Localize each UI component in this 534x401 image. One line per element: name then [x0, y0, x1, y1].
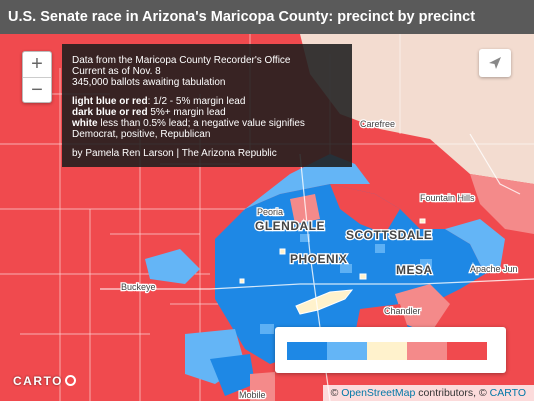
legend-swatch-2 [367, 342, 407, 360]
color-legend [275, 327, 506, 373]
carto-logo[interactable]: CARTO [13, 374, 76, 388]
attribution-prefix: © [330, 387, 342, 399]
map-attribution: © OpenStreetMap contributors, © CARTO [322, 385, 534, 401]
democrat-light-region-north [245, 154, 370, 209]
carto-ring-icon [64, 375, 76, 386]
attribution-carto-link[interactable]: CARTO [489, 387, 526, 399]
place-label-peoria: Peoria [257, 207, 283, 217]
navigation-arrow-icon [489, 57, 501, 69]
place-label-chandler: Chandler [384, 306, 421, 316]
carto-logo-text: CARTO [13, 374, 63, 388]
info-source: Data from the Maricopa County Recorder's… [72, 55, 291, 66]
zoom-in-button[interactable]: + [23, 52, 51, 78]
light-red-pocket-mesa [395, 284, 450, 334]
legend-swatch-4 [447, 342, 487, 360]
zoom-control: + − [22, 51, 52, 103]
info-credit: by Pamela Ren Larson | The Arizona Repub… [72, 148, 277, 159]
unpopulated-area [300, 34, 534, 184]
legend-swatch-3 [407, 342, 447, 360]
place-label-glendale: GLENDALE [255, 219, 325, 233]
place-label-phoenix: PHOENIX [290, 252, 348, 266]
info-spacer [72, 88, 342, 96]
info-date: Current as of Nov. 8 [72, 66, 161, 77]
locate-button[interactable] [479, 49, 511, 77]
light-red-south-strip [250, 372, 275, 401]
legend-swatch-0 [287, 342, 327, 360]
info-key-white-term: white [72, 118, 98, 129]
light-red-region [470, 174, 534, 234]
democrat-strong-south-patch [210, 354, 255, 396]
democrat-light-west-patch [145, 249, 200, 284]
place-label-mesa: MESA [396, 263, 433, 277]
info-key-light: light blue or red: 1/2 - 5% margin lead [72, 96, 342, 107]
democrat-light-region-east [445, 219, 505, 274]
place-label-mobile: Mobile [239, 390, 266, 400]
info-key-dark-term: dark blue or red [72, 107, 148, 118]
info-key-dark: dark blue or red 5%+ margin lead [72, 107, 342, 118]
info-key-white-desc: less than 0.5% lead; a negative value si… [97, 118, 305, 129]
page-title: U.S. Senate race in Arizona's Maricopa C… [0, 0, 534, 34]
info-ballots: 345,000 ballots awaiting tabulation [72, 77, 226, 88]
tossup-precincts [239, 218, 426, 315]
democrat-light-speckle [260, 234, 432, 334]
place-label-buckeye: Buckeye [121, 282, 156, 292]
info-key-dark-desc: 5%+ margin lead [147, 107, 226, 118]
republican-pocket-scottsdale [330, 184, 400, 234]
info-key-white: white less than 0.5% lead; a negative va… [72, 118, 342, 129]
place-label-carefree: Carefree [360, 119, 395, 129]
legend-swatch-1 [327, 342, 367, 360]
info-box: Data from the Maricopa County Recorder's… [62, 44, 352, 167]
place-label-scottsdale: SCOTTSDALE [346, 228, 432, 242]
place-label-fountain-hills: Fountain Hills [420, 193, 475, 203]
place-label-apache-junction: Apache Jun [470, 264, 518, 274]
attribution-middle: contributors, © [415, 387, 490, 399]
info-key-white-line2: Democrat, positive, Republican [72, 129, 211, 140]
zoom-out-button[interactable]: − [31, 79, 43, 101]
info-key-light-term: light blue or red [72, 96, 148, 107]
info-spacer-2 [72, 140, 342, 148]
info-key-light-desc: : 1/2 - 5% margin lead [147, 96, 246, 107]
attribution-osm-link[interactable]: OpenStreetMap [341, 387, 416, 399]
legend-color-bar [287, 342, 487, 360]
